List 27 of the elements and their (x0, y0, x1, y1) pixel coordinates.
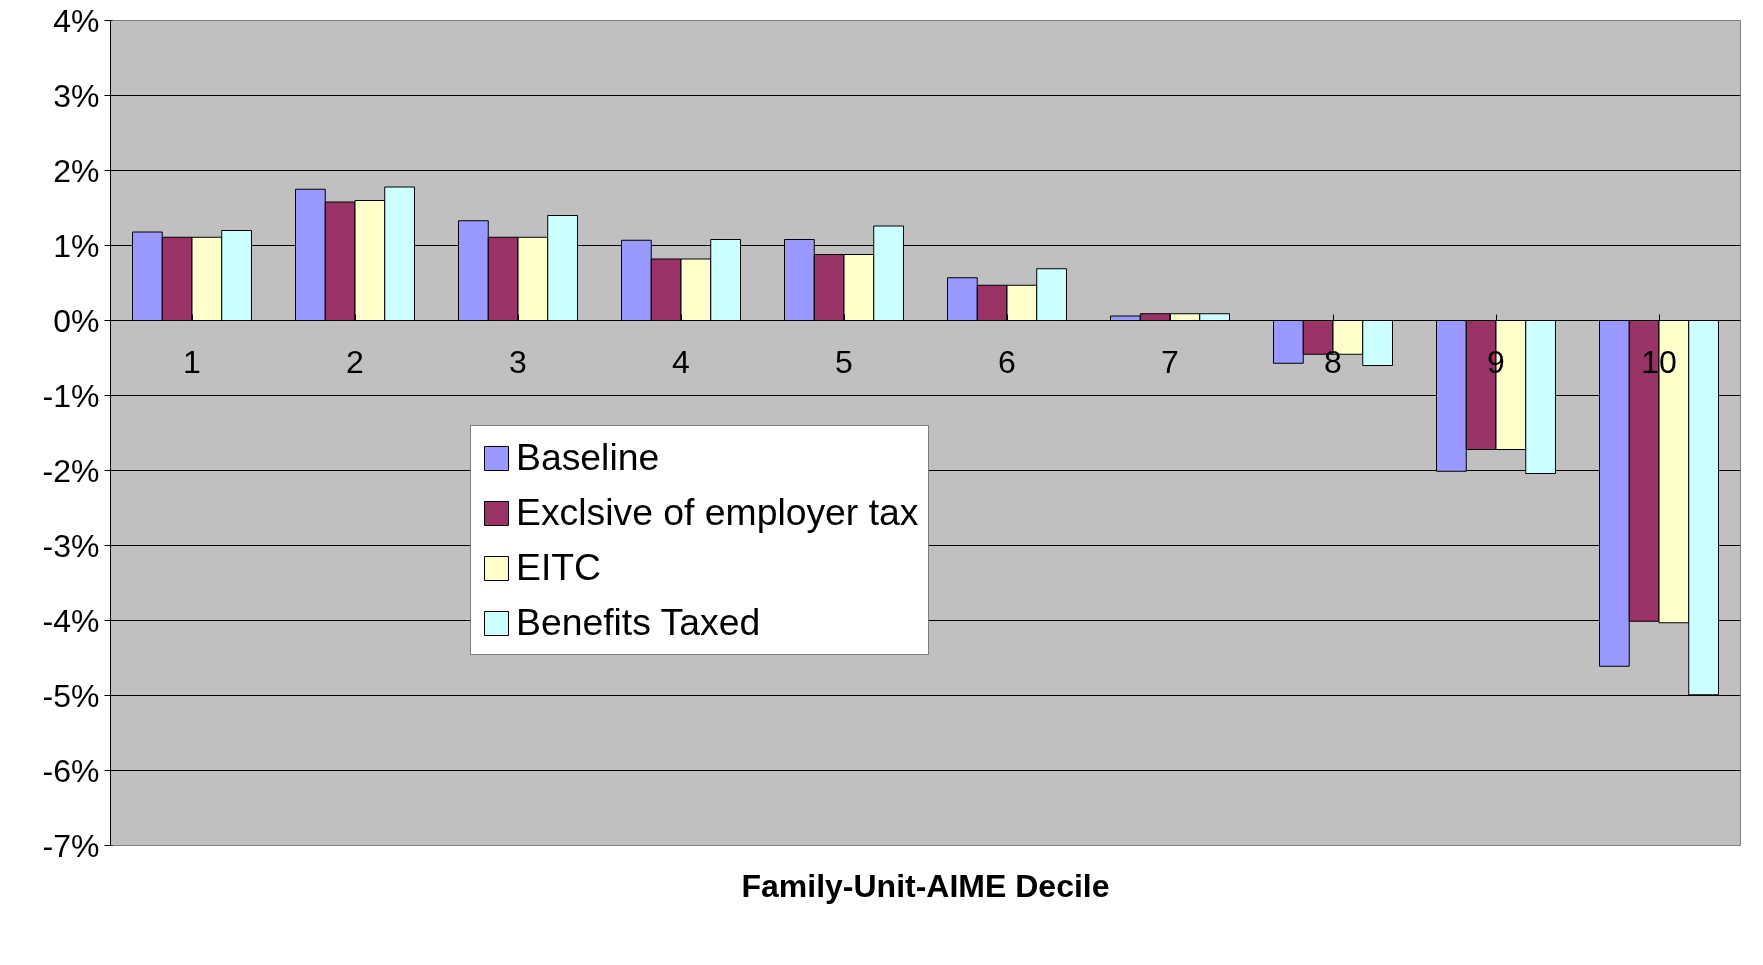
x-tick-label: 9 (1487, 343, 1505, 380)
y-tick-label: 2% (53, 152, 100, 189)
y-tick-label: 4% (53, 2, 100, 39)
y-tick-label: -3% (42, 527, 100, 564)
y-tick-label: -5% (42, 677, 100, 714)
x-tick-label: 10 (1641, 343, 1677, 380)
x-tick-label: 5 (835, 343, 853, 380)
x-tick-label: 3 (509, 343, 527, 380)
x-axis-title: Family-Unit-AIME Decile (741, 867, 1110, 904)
y-tick-label: 0% (53, 302, 100, 339)
x-tick-label: 8 (1324, 343, 1342, 380)
y-tick-label: -1% (42, 377, 100, 414)
x-tick-label: 2 (346, 343, 364, 380)
x-tick-label: 1 (183, 343, 201, 380)
y-tick-label: -6% (42, 752, 100, 789)
x-tick-label: 6 (998, 343, 1016, 380)
legend-label: Exclsive of employer tax (516, 491, 919, 534)
x-tick-label: 4 (672, 343, 690, 380)
legend-label: Benefits Taxed (516, 601, 761, 644)
legend-label: Baseline (516, 436, 660, 479)
x-tick-label: 7 (1161, 343, 1179, 380)
y-tick-label: 1% (53, 227, 100, 264)
y-tick-label: 3% (53, 77, 100, 114)
y-tick-label: -7% (42, 827, 100, 864)
legend-label: EITC (516, 546, 602, 589)
y-tick-label: -2% (42, 452, 100, 489)
y-tick-label: -4% (42, 602, 100, 639)
